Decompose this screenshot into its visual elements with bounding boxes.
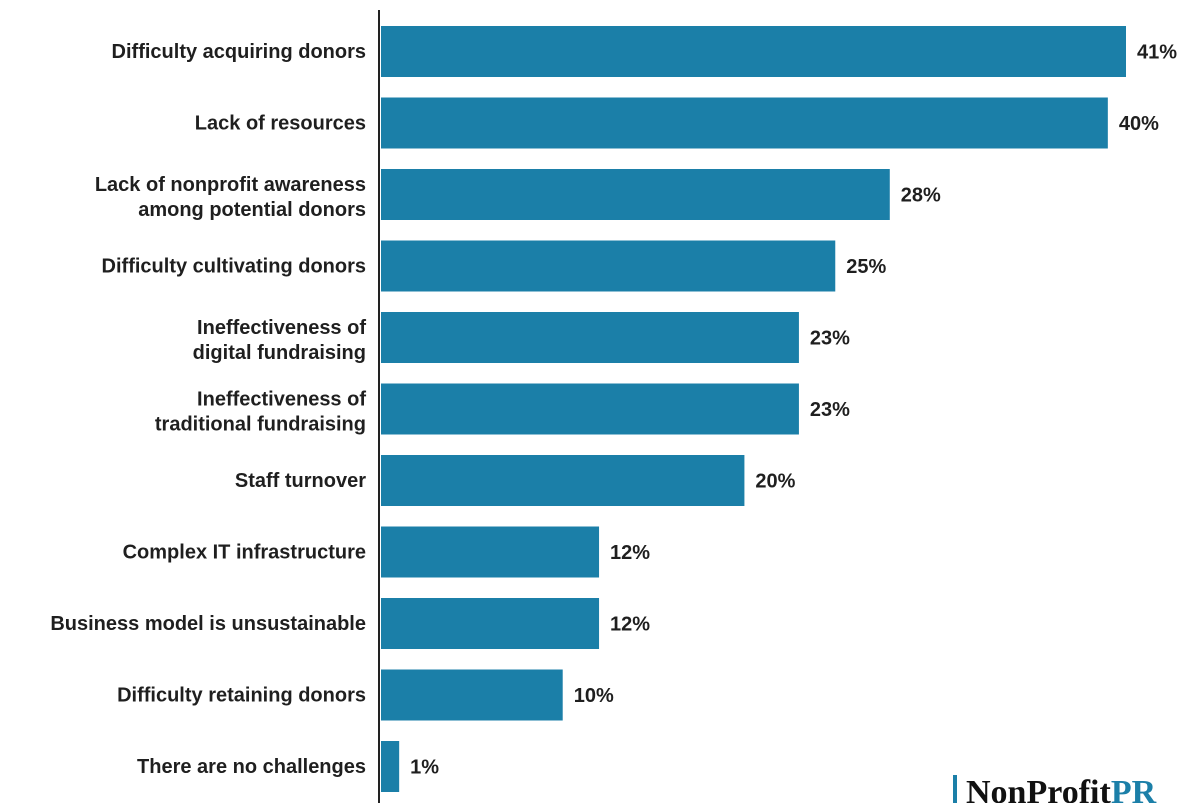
category-label: Ineffectiveness of digital fundraising: [193, 317, 367, 364]
bar: [381, 312, 799, 363]
bar: [381, 669, 563, 721]
category-label-line: Lack of resources: [195, 113, 366, 135]
category-label: Ineffectiveness of traditional fundraisin…: [155, 389, 366, 436]
category-label-line: Complex IT infrastructure: [123, 542, 366, 564]
category-label-line: Ineffectiveness of: [197, 389, 366, 411]
bar: [381, 169, 890, 220]
category-labels: Difficulty acquiring donors Lack of resou…: [50, 41, 366, 778]
publisher-logo: NonProfitPR: [953, 774, 1157, 803]
bars-group: [381, 26, 1126, 792]
logo-wordmark: NonProfitPR: [966, 774, 1157, 803]
category-label: Business model is unsustainable: [50, 613, 366, 635]
category-label: Lack of resources: [195, 113, 366, 135]
category-label: Difficulty cultivating donors: [102, 256, 366, 278]
category-label-line: Business model is unsustainable: [50, 613, 366, 635]
bar-value-label: 28%: [901, 185, 941, 207]
category-label-line: Difficulty acquiring donors: [112, 41, 366, 63]
category-label: Lack of nonprofit awareness among potenti…: [95, 174, 366, 221]
category-label-line: Staff turnover: [235, 470, 366, 492]
bar-value-label: 40%: [1119, 113, 1159, 135]
category-label: Difficulty retaining donors: [117, 685, 366, 707]
logo-divider-bar: [953, 775, 957, 803]
category-label: Complex IT infrastructure: [123, 542, 366, 564]
bar: [381, 383, 799, 435]
category-label-line: digital fundraising: [193, 342, 366, 364]
bar: [381, 97, 1108, 149]
category-label-line: Difficulty cultivating donors: [102, 256, 366, 278]
logo-accent-text: PR: [1111, 774, 1157, 803]
bar-value-label: 23%: [810, 328, 850, 350]
category-label-line: Difficulty retaining donors: [117, 685, 366, 707]
category-label: Difficulty acquiring donors: [112, 41, 366, 63]
category-label: Staff turnover: [235, 470, 366, 492]
bar-value-label: 10%: [574, 685, 614, 707]
bar: [381, 741, 400, 792]
bar-value-label: 12%: [610, 614, 650, 636]
bar: [381, 26, 1126, 77]
category-label: There are no challenges: [137, 756, 366, 778]
bar: [381, 526, 600, 578]
bar: [381, 455, 745, 506]
category-label-line: traditional fundraising: [155, 414, 366, 436]
bar: [381, 598, 600, 649]
bar-value-label: 41%: [1137, 42, 1177, 64]
value-labels: 41% 40% 28% 25% 23% 23% 20% 12% 12% 10% 1%: [410, 42, 1177, 779]
category-label-line: There are no challenges: [137, 756, 366, 778]
bar-value-label: 25%: [846, 256, 886, 278]
category-label-line: among potential donors: [138, 199, 366, 221]
bar-value-label: 20%: [755, 471, 795, 493]
bar-value-label: 12%: [610, 542, 650, 564]
bar-value-label: 1%: [410, 757, 439, 779]
bar: [381, 240, 836, 292]
bar-value-label: 23%: [810, 399, 850, 421]
category-label-line: Ineffectiveness of: [197, 317, 366, 339]
logo-text: NonProfit: [966, 774, 1111, 803]
category-label-line: Lack of nonprofit awareness: [95, 174, 366, 196]
